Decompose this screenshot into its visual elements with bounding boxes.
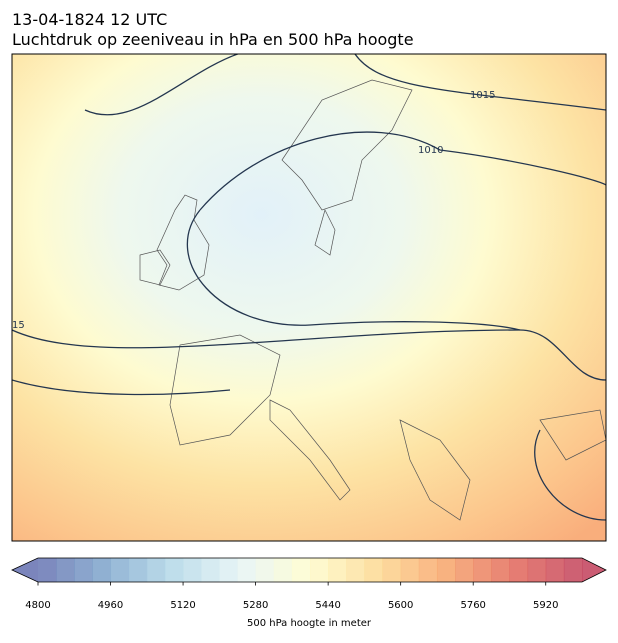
coastlines <box>139 79 606 521</box>
colorbar-segment <box>56 558 75 582</box>
colorbar-segment <box>237 558 257 582</box>
map-frame <box>11 53 607 542</box>
map: 1015 1010 15 <box>12 54 606 541</box>
map-background <box>12 54 606 541</box>
colorbar-extend-max <box>582 558 606 582</box>
colorbar-tick-label: 5440 <box>315 600 340 611</box>
colorbar-segment <box>563 558 583 582</box>
colorbar-segment <box>491 558 510 582</box>
colorbar-segment <box>110 558 130 582</box>
contour-label: 1015 <box>470 90 495 101</box>
colorbar-segment <box>455 558 474 582</box>
colorbar-extend-min <box>12 558 38 582</box>
colorbar-segment <box>291 558 311 582</box>
colorbar-segment <box>527 558 547 582</box>
colorbar-segment <box>545 558 565 582</box>
colorbar-segment <box>38 558 57 582</box>
contour-label: 1010 <box>418 145 443 156</box>
subtitle: Luchtdruk op zeeniveau in hPa en 500 hPa… <box>12 30 414 49</box>
colorbar-label: 500 hPa hoogte in meter <box>247 618 372 629</box>
colorbar-tick-label: 5600 <box>388 600 413 611</box>
colorbar-segment <box>273 558 293 582</box>
colorbar-segment <box>219 558 238 582</box>
colorbar-outline <box>11 557 607 583</box>
colorbar-segment <box>346 558 365 582</box>
contour-label: 15 <box>12 320 25 331</box>
colorbar-segment <box>509 558 529 582</box>
colorbar-tick-label: 5120 <box>170 600 195 611</box>
colorbar: 4800 4960 5120 5280 5440 5600 5760 5920 <box>11 557 607 611</box>
colorbar-segment <box>74 558 93 582</box>
colorbar-segment <box>146 558 166 582</box>
colorbar-segment <box>164 558 184 582</box>
colorbar-tick-label: 4960 <box>98 600 123 611</box>
colorbar-tick-label: 5280 <box>243 600 268 611</box>
colorbar-segment <box>473 558 492 582</box>
colorbar-segment <box>255 558 275 582</box>
colorbar-segment <box>201 558 220 582</box>
isobars <box>12 54 606 521</box>
title: 13-04-1824 12 UTC <box>12 10 167 29</box>
colorbar-tick-label: 5920 <box>533 600 558 611</box>
colorbar-segment <box>328 558 347 582</box>
colorbar-segment <box>436 558 456 582</box>
colorbar-segment <box>364 558 384 582</box>
colorbar-tick-label: 5760 <box>460 600 485 611</box>
colorbar-segment <box>183 558 202 582</box>
colorbar-segment <box>382 558 402 582</box>
colorbar-segment <box>418 558 438 582</box>
colorbar-segment <box>128 558 148 582</box>
colorbar-tick-label: 4800 <box>25 600 50 611</box>
colorbar-segment <box>92 558 112 582</box>
colorbar-segment <box>310 558 329 582</box>
colorbar-segment <box>400 558 420 582</box>
